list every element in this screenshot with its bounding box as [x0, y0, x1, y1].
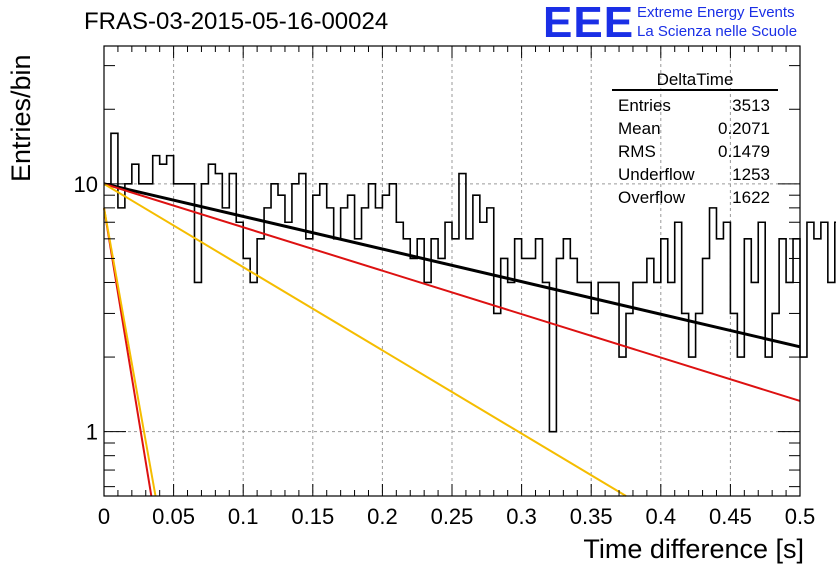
logo-line-1: Extreme Energy Events — [637, 4, 795, 21]
x-tick-label: 0.1 — [228, 504, 259, 529]
stats-value: 3513 — [732, 96, 770, 115]
stats-title: DeltaTime — [612, 70, 778, 91]
x-tick-label: 0.3 — [506, 504, 537, 529]
stats-value: 0.1479 — [718, 142, 770, 161]
stats-value: 1253 — [732, 165, 770, 184]
axes — [103, 45, 801, 497]
x-tick-label: 0.4 — [646, 504, 677, 529]
stats-row: RMS 0.1479 — [612, 140, 778, 163]
x-tick-label: 0 — [98, 504, 110, 529]
stats-box: DeltaTime Entries 3513 Mean 0.2071 RMS 0.14… — [612, 70, 778, 209]
stats-row: Underflow 1253 — [612, 163, 778, 186]
y-tick-label: 1 — [86, 420, 98, 445]
x-tick-label: 0.45 — [709, 504, 752, 529]
stats-label: Entries — [618, 96, 671, 115]
stats-label: RMS — [618, 142, 656, 161]
logo-line-2: La Scienza nelle Scuole — [637, 23, 798, 40]
fit-curve — [103, 182, 801, 349]
stats-label: Underflow — [618, 165, 695, 184]
y-axis-label: Entries/bin — [6, 54, 36, 182]
stats-label: Mean — [618, 119, 661, 138]
logo-mark: EEE — [543, 0, 635, 47]
x-tick-label: 0.05 — [152, 504, 195, 529]
stats-label: Overflow — [618, 188, 686, 207]
x-axis-label: Time difference [s] — [583, 534, 804, 564]
fit-curve — [103, 182, 627, 497]
logo-text: Extreme Energy Events La Scienza nelle S… — [637, 3, 797, 41]
x-tick-label: 0.15 — [291, 504, 334, 529]
x-tick-label: 0.5 — [785, 504, 816, 529]
stats-row: Entries 3513 — [612, 94, 778, 117]
x-tick-label: 0.25 — [431, 504, 474, 529]
stats-value: 0.2071 — [718, 119, 770, 138]
chart-title: FRAS-03-2015-05-16-00024 — [84, 8, 389, 35]
fit-curve — [103, 182, 801, 402]
stats-value: 1622 — [732, 188, 770, 207]
stats-row: Overflow 1622 — [612, 186, 778, 209]
tick-labels: 0 0.05 0.1 0.15 0.2 0.25 0.3 0.35 0.4 0.45 0.5 1 10 — [74, 172, 816, 529]
stats-row: Mean 0.2071 — [612, 117, 778, 140]
x-tick-label: 0.2 — [367, 504, 398, 529]
fit-curves — [103, 182, 801, 497]
y-tick-label: 10 — [74, 172, 98, 197]
fit-curve — [103, 207, 157, 497]
x-tick-label: 0.35 — [570, 504, 613, 529]
